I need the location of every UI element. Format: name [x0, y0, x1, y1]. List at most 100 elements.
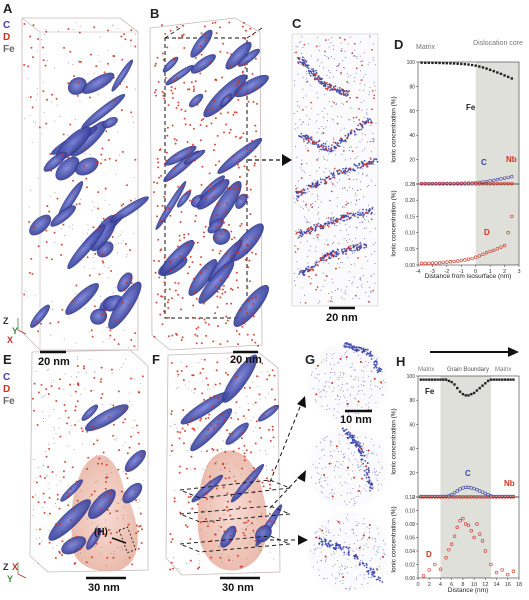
carbon-isosurface — [48, 499, 91, 541]
atom-dot — [346, 389, 348, 391]
data-point-d — [488, 249, 492, 254]
atom-dot — [361, 583, 363, 585]
atom-dot — [179, 511, 182, 514]
atom-dot — [61, 540, 64, 543]
atom-dot — [344, 50, 346, 52]
data-point-nb — [459, 182, 463, 186]
atom-dot — [309, 185, 312, 188]
atom-dot — [329, 251, 331, 253]
atom-dot — [374, 250, 376, 252]
atom-dot — [159, 148, 162, 151]
atom-dot — [363, 393, 365, 395]
atom-dot — [80, 427, 83, 430]
atom-dot — [173, 79, 176, 82]
atom-dot — [341, 248, 343, 251]
atom-dot — [331, 492, 333, 494]
atom-dot — [315, 186, 318, 189]
atom-dot — [357, 413, 359, 415]
atom-dot — [48, 496, 51, 499]
atom-dot — [222, 284, 225, 287]
atom-dot — [357, 97, 359, 99]
atom-dot — [244, 66, 247, 69]
atom-dot — [33, 121, 34, 123]
atom-dot — [153, 335, 156, 338]
atom-dot — [208, 408, 210, 410]
atom-dot — [237, 98, 240, 101]
atom-dot — [55, 475, 57, 477]
atom-dot — [212, 196, 215, 199]
atom-dot — [318, 151, 320, 153]
atom-dot — [219, 547, 221, 549]
atom-dot — [330, 296, 332, 298]
atom-dot — [112, 405, 114, 407]
atom-dot — [344, 172, 347, 175]
atom-dot — [252, 315, 255, 318]
atom-dot — [347, 245, 350, 248]
atom-dot — [345, 90, 348, 93]
atom-dot — [219, 250, 222, 253]
atom-dot — [43, 112, 45, 114]
atom-dot — [374, 545, 376, 547]
atom-dot — [121, 549, 123, 551]
atom-dot — [363, 577, 365, 579]
atom-dot — [353, 55, 355, 57]
atom-dot — [48, 488, 50, 490]
atom-dot — [372, 452, 374, 454]
atom-dot — [108, 157, 111, 160]
atom-dot — [246, 333, 249, 336]
atom-dot — [374, 575, 376, 578]
atom-dot — [347, 431, 350, 433]
atom-dot — [297, 180, 299, 182]
atom-dot — [116, 28, 118, 30]
atom-dot — [368, 567, 370, 569]
atom-dot — [131, 116, 133, 118]
atom-dot — [360, 384, 362, 386]
atom-dot — [350, 344, 353, 347]
data-point-fe — [464, 394, 467, 397]
atom-dot — [350, 263, 352, 265]
atom-dot — [322, 255, 325, 258]
atom-dot — [234, 476, 236, 477]
h-region-boundary: Grain Boundary — [446, 367, 490, 373]
atom-dot — [353, 251, 355, 253]
atom-dot — [204, 321, 207, 324]
atom-dot — [319, 300, 321, 302]
atom-dot — [101, 546, 103, 548]
atom-dot — [226, 111, 229, 114]
atom-dot — [33, 409, 36, 412]
atom-dot — [109, 329, 112, 332]
atom-dot — [347, 242, 349, 244]
data-point-fe — [456, 62, 459, 65]
atom-dot — [206, 465, 208, 467]
atom-dot — [316, 60, 318, 62]
atom-dot — [316, 374, 318, 376]
atom-dot — [314, 262, 316, 264]
atom-dot — [345, 532, 347, 534]
data-point-nb — [510, 181, 514, 186]
carbon-isosurface — [164, 145, 197, 166]
atom-dot — [364, 238, 366, 240]
atom-dot — [355, 535, 357, 537]
atom-dot — [116, 437, 118, 439]
atom-dot — [79, 60, 82, 63]
data-point-d — [492, 248, 496, 253]
atom-dot — [365, 353, 368, 356]
atom-dot — [315, 235, 317, 237]
atom-dot — [270, 537, 272, 539]
carbon-isosurface — [188, 93, 204, 108]
atom-dot — [352, 464, 354, 466]
atom-dot — [315, 261, 318, 264]
atom-dot — [331, 543, 334, 546]
atom-dot — [334, 466, 336, 468]
atom-dot — [315, 531, 317, 533]
atom-dot — [125, 472, 128, 475]
atom-dot — [34, 459, 36, 461]
atom-dot — [371, 89, 374, 92]
atom-dot — [359, 486, 361, 488]
atom-dot — [347, 519, 349, 521]
atom-dot — [374, 262, 376, 264]
atom-dot — [318, 50, 320, 52]
atom-dot — [361, 139, 363, 141]
atom-dot — [221, 180, 224, 183]
atom-dot — [358, 164, 360, 166]
